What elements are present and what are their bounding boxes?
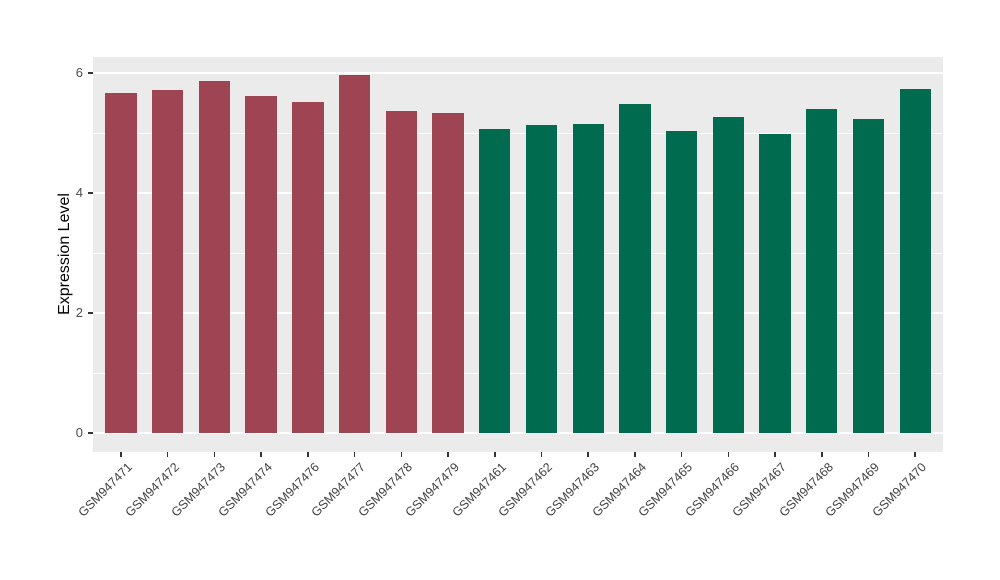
gridline-major [93,192,943,194]
y-tick [88,192,93,194]
bar [245,95,277,433]
y-axis-title: Expression Level [56,193,73,315]
bar [665,130,698,433]
bar [385,111,417,433]
bar [899,89,931,433]
bar [338,74,371,433]
x-tick [260,452,262,457]
bar [525,124,558,433]
x-tick [774,452,776,457]
bar [852,118,885,433]
gridline-minor [93,252,943,254]
y-tick [88,432,93,434]
x-tick [447,452,449,457]
x-tick [540,452,543,457]
gridline-major [93,432,943,434]
bar [712,116,745,433]
y-tick-label: 2 [75,305,83,320]
y-tick [88,72,93,74]
gridline-major [93,312,943,314]
x-tick [307,452,309,457]
x-tick [400,452,403,457]
bar [759,133,791,433]
gridline-minor [93,132,943,134]
y-tick [88,312,93,314]
bar [432,112,464,433]
bar [292,102,324,433]
x-tick [634,452,636,457]
x-tick [914,452,916,457]
x-tick [867,452,870,457]
plot-panel [93,57,943,452]
gridline-minor [93,372,943,374]
x-tick [821,452,823,457]
bar [619,104,651,433]
y-tick-label: 4 [75,185,83,200]
bar [479,129,511,433]
bar [105,93,137,433]
x-tick [494,452,496,457]
x-tick [353,452,356,457]
gridline-major [93,72,943,74]
x-tick [727,452,730,457]
x-tick [120,452,122,457]
x-tick [166,452,169,457]
x-tick [680,452,683,457]
bar [806,109,838,433]
bar [152,89,184,433]
y-tick-label: 6 [75,65,83,80]
bar [572,124,604,433]
bar [198,81,231,433]
x-tick [213,452,216,457]
y-tick-label: 0 [75,425,83,440]
x-tick [587,452,589,457]
